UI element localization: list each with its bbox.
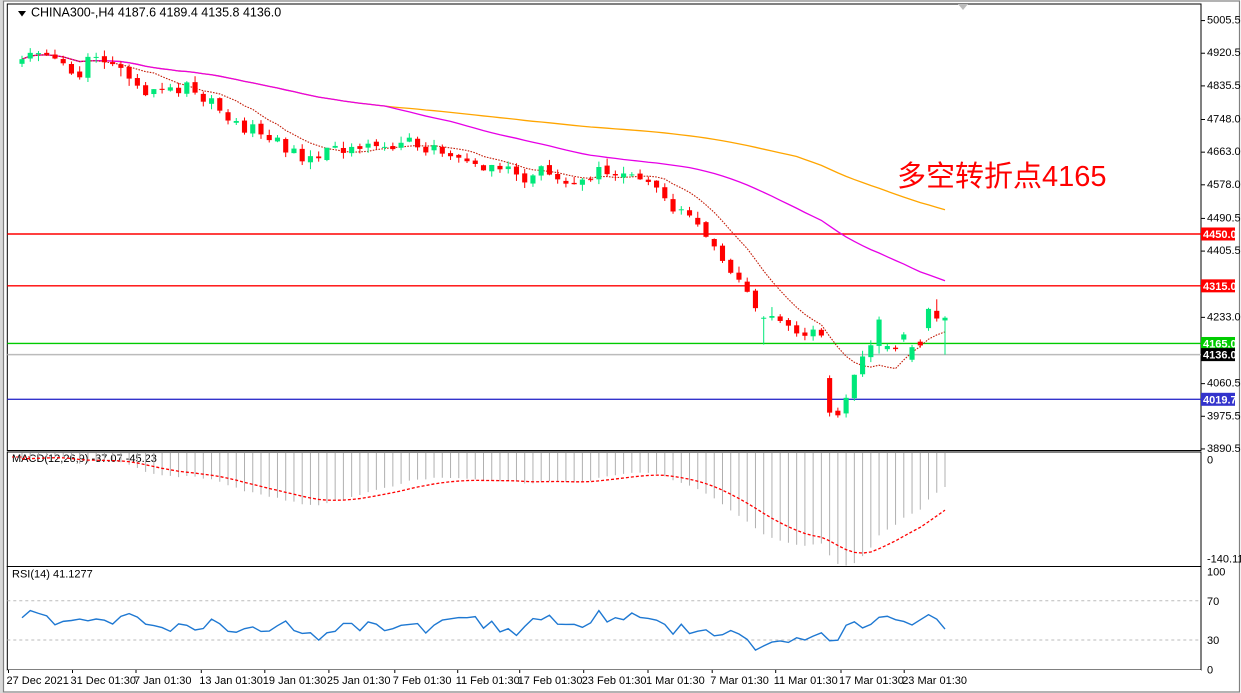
svg-text:4578.0: 4578.0 [1207, 179, 1241, 191]
svg-text:多空转折点4165: 多空转折点4165 [897, 160, 1107, 193]
svg-text:1 Mar 01:30: 1 Mar 01:30 [646, 675, 705, 687]
svg-text:70: 70 [1207, 596, 1219, 608]
svg-text:4490.5: 4490.5 [1207, 212, 1241, 224]
svg-text:4019.7: 4019.7 [1203, 394, 1237, 406]
svg-text:-140.11: -140.11 [1207, 554, 1241, 566]
svg-text:17 Mar 01:30: 17 Mar 01:30 [839, 675, 904, 687]
svg-text:4315.0: 4315.0 [1203, 281, 1237, 293]
svg-text:7 Mar 01:30: 7 Mar 01:30 [710, 675, 769, 687]
svg-text:4748.0: 4748.0 [1207, 114, 1241, 126]
svg-text:0: 0 [1207, 455, 1213, 467]
svg-text:17 Feb 01:30: 17 Feb 01:30 [518, 675, 583, 687]
svg-text:CHINA300-,H4 4187.6 4189.4 41: CHINA300-,H4 4187.6 4189.4 4135.8 4136.0 [31, 6, 281, 20]
svg-text:30: 30 [1207, 635, 1219, 647]
svg-text:31 Dec 01:30: 31 Dec 01:30 [71, 675, 136, 687]
svg-text:13 Jan 01:30: 13 Jan 01:30 [199, 675, 263, 687]
svg-text:RSI(14) 41.1277: RSI(14) 41.1277 [12, 569, 93, 581]
svg-text:25 Jan 01:30: 25 Jan 01:30 [327, 675, 391, 687]
svg-text:11 Feb 01:30: 11 Feb 01:30 [456, 675, 520, 687]
svg-text:4060.5: 4060.5 [1207, 378, 1241, 390]
svg-text:27 Dec 2021: 27 Dec 2021 [7, 675, 69, 687]
svg-text:4450.0: 4450.0 [1203, 229, 1237, 241]
svg-text:3975.5: 3975.5 [1207, 410, 1241, 422]
svg-text:5005.5: 5005.5 [1207, 15, 1241, 27]
svg-text:7 Jan 01:30: 7 Jan 01:30 [134, 675, 192, 687]
svg-text:19 Jan 01:30: 19 Jan 01:30 [263, 675, 327, 687]
svg-text:4233.0: 4233.0 [1207, 311, 1241, 323]
svg-text:4405.5: 4405.5 [1207, 245, 1241, 257]
svg-text:3890.5: 3890.5 [1207, 443, 1241, 455]
svg-text:0: 0 [1207, 665, 1213, 677]
svg-text:4835.5: 4835.5 [1207, 80, 1241, 92]
svg-text:7 Feb 01:30: 7 Feb 01:30 [393, 675, 452, 687]
svg-text:23 Mar 01:30: 23 Mar 01:30 [902, 675, 967, 687]
svg-text:23 Feb 01:30: 23 Feb 01:30 [582, 675, 647, 687]
svg-text:4920.5: 4920.5 [1207, 47, 1241, 59]
svg-text:4663.0: 4663.0 [1207, 146, 1241, 158]
svg-text:4136.0: 4136.0 [1203, 350, 1237, 362]
svg-text:100: 100 [1207, 566, 1225, 578]
svg-text:11 Mar 01:30: 11 Mar 01:30 [774, 675, 838, 687]
